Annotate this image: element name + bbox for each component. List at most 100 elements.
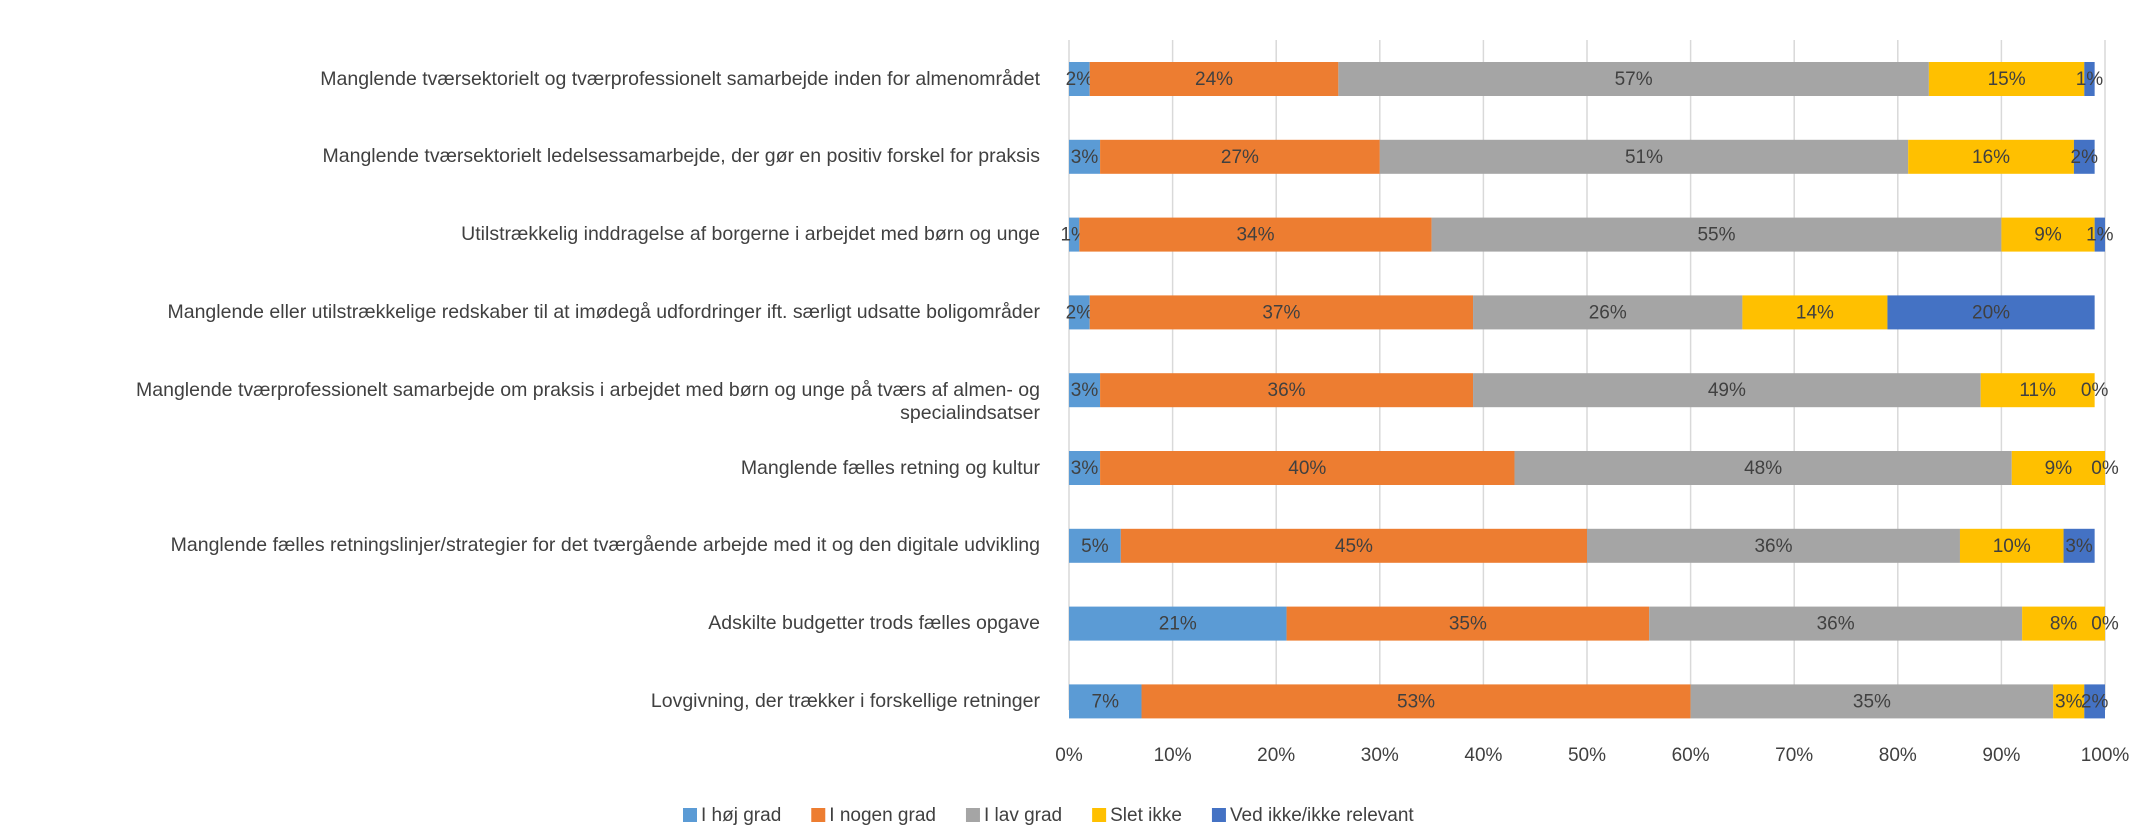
bar-segment <box>1959 528 2064 563</box>
x-tick-label: 90% <box>1982 745 2020 766</box>
x-tick-label: 60% <box>1672 745 1710 766</box>
legend-swatch <box>683 808 697 822</box>
category-label: Manglende tværsektorielt ledelsessamarbe… <box>322 145 1040 168</box>
category-label: Lovgivning, der trækker i forskellige re… <box>650 689 1040 712</box>
data-label: 2% <box>2081 691 2109 712</box>
bar-segment <box>1069 217 1080 252</box>
data-label: 27% <box>1221 147 1259 168</box>
data-label: 11% <box>2019 380 2056 401</box>
bar-segment <box>1928 62 2085 96</box>
bar-segment <box>2063 528 2095 563</box>
bar-segment <box>1069 295 1090 330</box>
data-label: 36% <box>1268 380 1306 401</box>
category-label: Utilstrækkelig inddragelse af borgerne i… <box>461 223 1040 246</box>
category-label: Adskilte budgetter trods fælles opgave <box>708 612 1040 635</box>
data-label: 35% <box>1449 614 1487 635</box>
data-label: 16% <box>1972 147 2010 168</box>
data-label: 26% <box>1589 302 1627 323</box>
x-tick-label: 30% <box>1361 745 1399 766</box>
category-label: Manglende tværprofessionelt samarbejde o… <box>136 378 1040 424</box>
bar-segment <box>1587 528 1960 563</box>
data-label: 9% <box>2034 225 2062 246</box>
bar-segment <box>1069 528 1121 563</box>
bar-segment <box>2022 606 2105 641</box>
legend-label: I høj grad <box>701 805 781 825</box>
data-label: 34% <box>1236 225 1274 246</box>
bar-segment <box>1069 606 1287 641</box>
category-label: Manglende fælles retningslinjer/strategi… <box>170 534 1040 557</box>
bar-segment <box>1338 62 1929 96</box>
x-tick-label: 40% <box>1464 745 1502 766</box>
legend-label: I nogen grad <box>829 805 936 825</box>
data-label: 3% <box>2065 536 2093 557</box>
data-label: 0% <box>2081 380 2109 401</box>
legend-label: I lav grad <box>984 805 1062 825</box>
bar-segment <box>1379 139 1909 174</box>
data-label: 45% <box>1335 536 1373 557</box>
bar-segment <box>1100 139 1380 174</box>
data-label: 0% <box>2091 458 2119 479</box>
data-label: 2% <box>2071 147 2099 168</box>
bar-segment <box>1100 373 1474 408</box>
bar-segment <box>2073 139 2095 174</box>
bar-segment <box>1089 62 1339 96</box>
bar-segment <box>1887 295 2095 330</box>
data-label: 1% <box>2086 225 2114 246</box>
legend-label: Ved ikke/ikke relevant <box>1230 805 1414 825</box>
bar-segment <box>2011 451 2105 485</box>
data-label: 2% <box>1066 69 1094 90</box>
legend-swatch <box>965 808 980 822</box>
bar-segment <box>1089 295 1474 330</box>
bar-segment <box>1908 139 2074 174</box>
data-label: 9% <box>2045 458 2073 479</box>
bar-segment <box>1742 295 1888 330</box>
category-label: Manglende fælles retning og kultur <box>740 456 1040 479</box>
bar-segment <box>1120 528 1587 563</box>
data-label: 3% <box>2055 691 2083 712</box>
bar-segment <box>1141 684 1691 719</box>
legend-swatch <box>1211 808 1226 822</box>
data-label: 1% <box>2076 69 2104 90</box>
legend-swatch <box>1092 808 1107 822</box>
category-label: Manglende eller utilstrækkelige redskabe… <box>167 300 1040 323</box>
bar-segment <box>1286 606 1650 641</box>
data-label: 51% <box>1625 147 1663 168</box>
bar-segment <box>2084 684 2105 719</box>
x-tick-label: 100% <box>2081 745 2130 766</box>
data-label: 20% <box>1972 302 2010 323</box>
data-label: 40% <box>1288 458 1326 479</box>
bar-segment <box>1069 451 1101 485</box>
bar-segment <box>1514 451 2012 485</box>
data-label: 3% <box>1071 458 1099 479</box>
data-label: 8% <box>2050 614 2078 635</box>
data-label: 15% <box>1988 69 2026 90</box>
data-label: 37% <box>1262 302 1300 323</box>
data-label: 21% <box>1159 614 1197 635</box>
bar-segment <box>1069 373 1101 408</box>
bar-segment <box>1690 684 2054 719</box>
data-label: 2% <box>1066 302 1094 323</box>
x-tick-label: 10% <box>1154 745 1192 766</box>
data-label: 3% <box>1071 147 1099 168</box>
bar-segment <box>1069 62 1090 96</box>
data-label: 5% <box>1081 536 1109 557</box>
bar-segment <box>1980 373 2095 408</box>
data-label: 36% <box>1754 536 1792 557</box>
data-label: 14% <box>1796 302 1834 323</box>
data-label: 24% <box>1195 69 1233 90</box>
bar-segment <box>1069 139 1101 174</box>
bar-segment <box>1473 373 1981 408</box>
bar-segment <box>1473 295 1743 330</box>
bar-segment <box>1100 451 1515 485</box>
data-label: 55% <box>1697 225 1735 246</box>
legend-swatch <box>811 808 826 822</box>
x-tick-label: 50% <box>1568 745 1606 766</box>
bar-segment <box>2094 217 2105 252</box>
data-label: 7% <box>1092 691 1120 712</box>
bar-segment <box>1079 217 1432 252</box>
x-tick-label: 0% <box>1055 745 1083 766</box>
data-label: 10% <box>1993 536 2031 557</box>
category-label: Manglende tværsektorielt og tværprofessi… <box>320 67 1040 90</box>
x-tick-label: 70% <box>1775 745 1813 766</box>
